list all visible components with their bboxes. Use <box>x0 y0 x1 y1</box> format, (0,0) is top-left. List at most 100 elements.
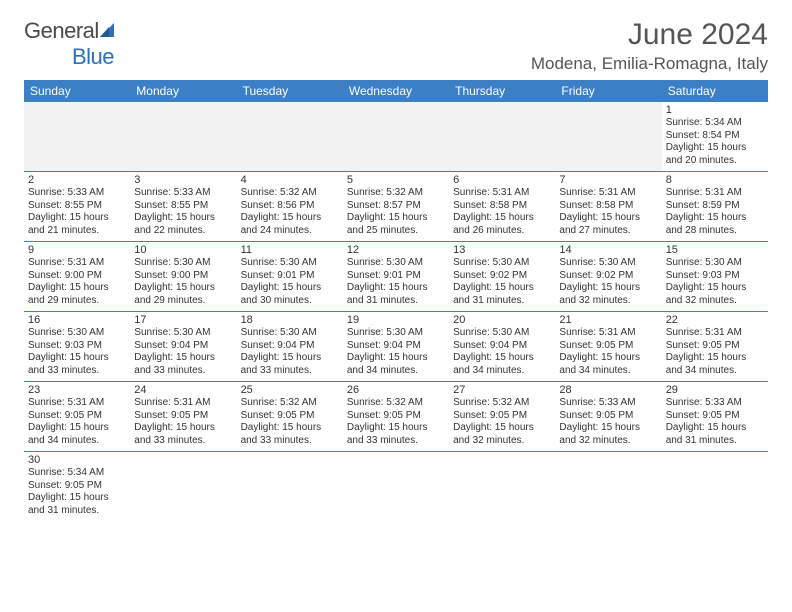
weekday-header: Wednesday <box>343 80 449 102</box>
sunrise-text: Sunrise: 5:32 AM <box>347 187 445 200</box>
calendar-day-cell <box>555 452 661 522</box>
day-number: 19 <box>347 314 445 326</box>
calendar-day-cell: 27Sunrise: 5:32 AMSunset: 9:05 PMDayligh… <box>449 382 555 452</box>
calendar-day-cell: 22Sunrise: 5:31 AMSunset: 9:05 PMDayligh… <box>662 312 768 382</box>
calendar-day-cell <box>662 452 768 522</box>
sunrise-text: Sunrise: 5:30 AM <box>453 257 551 270</box>
sunset-text: Sunset: 9:05 PM <box>28 410 126 423</box>
calendar-week-row: 16Sunrise: 5:30 AMSunset: 9:03 PMDayligh… <box>24 312 768 382</box>
location-subtitle: Modena, Emilia-Romagna, Italy <box>531 54 768 74</box>
day-number: 5 <box>347 174 445 186</box>
sunrise-text: Sunrise: 5:30 AM <box>666 257 764 270</box>
daylight-text: and 29 minutes. <box>134 295 232 308</box>
calendar-week-row: 1Sunrise: 5:34 AMSunset: 8:54 PMDaylight… <box>24 102 768 172</box>
day-number: 17 <box>134 314 232 326</box>
calendar-day-cell <box>237 102 343 172</box>
calendar-day-cell <box>130 452 236 522</box>
sunrise-text: Sunrise: 5:31 AM <box>666 187 764 200</box>
daylight-text: and 24 minutes. <box>241 225 339 238</box>
daylight-text: Daylight: 15 hours <box>28 352 126 365</box>
day-number: 22 <box>666 314 764 326</box>
sunrise-text: Sunrise: 5:30 AM <box>134 327 232 340</box>
sunset-text: Sunset: 9:04 PM <box>134 340 232 353</box>
sunrise-text: Sunrise: 5:34 AM <box>666 117 764 130</box>
day-number: 10 <box>134 244 232 256</box>
day-number: 13 <box>453 244 551 256</box>
day-number: 28 <box>559 384 657 396</box>
sunset-text: Sunset: 9:03 PM <box>666 270 764 283</box>
daylight-text: and 34 minutes. <box>347 365 445 378</box>
logo: GeneralBlue <box>24 18 119 70</box>
sunset-text: Sunset: 9:05 PM <box>241 410 339 423</box>
sunrise-text: Sunrise: 5:32 AM <box>241 397 339 410</box>
weekday-header: Monday <box>130 80 236 102</box>
sunset-text: Sunset: 9:01 PM <box>241 270 339 283</box>
daylight-text: Daylight: 15 hours <box>666 142 764 155</box>
calendar-day-cell: 29Sunrise: 5:33 AMSunset: 9:05 PMDayligh… <box>662 382 768 452</box>
daylight-text: and 29 minutes. <box>28 295 126 308</box>
daylight-text: and 32 minutes. <box>666 295 764 308</box>
daylight-text: and 20 minutes. <box>666 155 764 168</box>
day-number: 2 <box>28 174 126 186</box>
logo-text-a: General <box>24 18 99 43</box>
sunset-text: Sunset: 8:58 PM <box>453 200 551 213</box>
sunset-text: Sunset: 9:00 PM <box>28 270 126 283</box>
calendar-day-cell <box>449 452 555 522</box>
title-block: June 2024 Modena, Emilia-Romagna, Italy <box>531 18 768 74</box>
calendar-day-cell: 7Sunrise: 5:31 AMSunset: 8:58 PMDaylight… <box>555 172 661 242</box>
calendar-day-cell: 26Sunrise: 5:32 AMSunset: 9:05 PMDayligh… <box>343 382 449 452</box>
calendar-day-cell <box>343 102 449 172</box>
calendar-day-cell: 24Sunrise: 5:31 AMSunset: 9:05 PMDayligh… <box>130 382 236 452</box>
day-number: 30 <box>28 454 126 466</box>
calendar-day-cell: 2Sunrise: 5:33 AMSunset: 8:55 PMDaylight… <box>24 172 130 242</box>
daylight-text: Daylight: 15 hours <box>241 352 339 365</box>
weekday-header: Tuesday <box>237 80 343 102</box>
calendar-week-row: 30Sunrise: 5:34 AMSunset: 9:05 PMDayligh… <box>24 452 768 522</box>
sunset-text: Sunset: 8:57 PM <box>347 200 445 213</box>
daylight-text: and 34 minutes. <box>453 365 551 378</box>
day-number: 23 <box>28 384 126 396</box>
sunrise-text: Sunrise: 5:31 AM <box>134 397 232 410</box>
sunset-text: Sunset: 8:56 PM <box>241 200 339 213</box>
sunset-text: Sunset: 9:05 PM <box>559 410 657 423</box>
sunrise-text: Sunrise: 5:31 AM <box>453 187 551 200</box>
daylight-text: Daylight: 15 hours <box>28 422 126 435</box>
day-number: 12 <box>347 244 445 256</box>
day-number: 18 <box>241 314 339 326</box>
daylight-text: Daylight: 15 hours <box>134 282 232 295</box>
sunrise-text: Sunrise: 5:32 AM <box>241 187 339 200</box>
sunset-text: Sunset: 9:00 PM <box>134 270 232 283</box>
daylight-text: Daylight: 15 hours <box>28 212 126 225</box>
logo-text-b: Blue <box>72 44 114 69</box>
calendar-day-cell: 20Sunrise: 5:30 AMSunset: 9:04 PMDayligh… <box>449 312 555 382</box>
sunrise-text: Sunrise: 5:33 AM <box>28 187 126 200</box>
day-number: 6 <box>453 174 551 186</box>
logo-text: GeneralBlue <box>24 18 119 70</box>
calendar-day-cell: 4Sunrise: 5:32 AMSunset: 8:56 PMDaylight… <box>237 172 343 242</box>
day-number: 8 <box>666 174 764 186</box>
calendar-day-cell: 30Sunrise: 5:34 AMSunset: 9:05 PMDayligh… <box>24 452 130 522</box>
sunrise-text: Sunrise: 5:31 AM <box>559 327 657 340</box>
day-number: 9 <box>28 244 126 256</box>
sunset-text: Sunset: 9:02 PM <box>453 270 551 283</box>
sunset-text: Sunset: 9:04 PM <box>347 340 445 353</box>
sunset-text: Sunset: 9:05 PM <box>28 480 126 493</box>
sunset-text: Sunset: 9:05 PM <box>666 410 764 423</box>
calendar-day-cell <box>555 102 661 172</box>
day-number: 27 <box>453 384 551 396</box>
weekday-header: Friday <box>555 80 661 102</box>
sunrise-text: Sunrise: 5:31 AM <box>559 187 657 200</box>
daylight-text: and 32 minutes. <box>559 295 657 308</box>
calendar-day-cell: 9Sunrise: 5:31 AMSunset: 9:00 PMDaylight… <box>24 242 130 312</box>
calendar-day-cell: 14Sunrise: 5:30 AMSunset: 9:02 PMDayligh… <box>555 242 661 312</box>
calendar-day-cell <box>449 102 555 172</box>
sunrise-text: Sunrise: 5:30 AM <box>347 327 445 340</box>
day-number: 3 <box>134 174 232 186</box>
weekday-header: Sunday <box>24 80 130 102</box>
calendar-week-row: 9Sunrise: 5:31 AMSunset: 9:00 PMDaylight… <box>24 242 768 312</box>
sunset-text: Sunset: 9:03 PM <box>28 340 126 353</box>
calendar-table: Sunday Monday Tuesday Wednesday Thursday… <box>24 80 768 521</box>
daylight-text: Daylight: 15 hours <box>666 282 764 295</box>
daylight-text: and 27 minutes. <box>559 225 657 238</box>
day-number: 1 <box>666 104 764 116</box>
